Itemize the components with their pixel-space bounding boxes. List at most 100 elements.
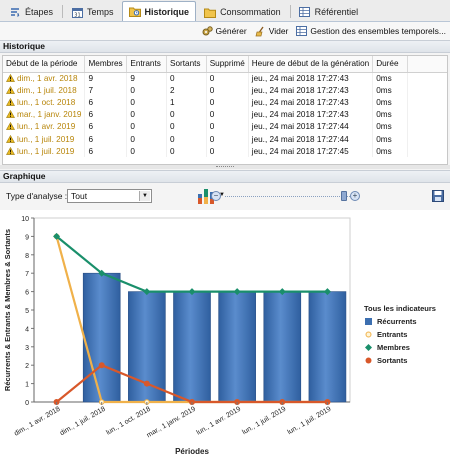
table-cell: 0 <box>206 145 249 158</box>
table-cell: 6 <box>84 120 128 133</box>
table-cell: jeu., 24 mai 2018 17:27:44 <box>248 132 374 146</box>
table-cell: 0 <box>166 72 207 85</box>
table-cell: 9 <box>84 72 128 85</box>
panel-splitter[interactable] <box>0 165 450 169</box>
column-header[interactable]: Début de la période <box>3 56 86 73</box>
table-cell-filler <box>408 133 447 145</box>
zoom-slider-handle[interactable] <box>341 191 347 201</box>
zoom-out-button[interactable]: − <box>211 191 221 201</box>
table-cell-filler <box>408 96 447 108</box>
tab-etapes[interactable]: Étapes <box>2 2 60 21</box>
column-header[interactable]: Entrants <box>126 56 168 73</box>
tab-label: Référentiel <box>314 7 359 17</box>
warning-icon <box>6 73 15 82</box>
point-membres <box>278 288 286 296</box>
x-tick-label: lun., 1 juil. 2019 <box>241 406 287 437</box>
table-cell-filler <box>408 72 447 84</box>
analysis-type-select[interactable]: Tout ▼ <box>67 189 152 203</box>
period-text: lun., 1 oct. 2018 <box>17 97 76 107</box>
historique-section-header: Historique <box>0 40 450 53</box>
table-row[interactable]: lun., 1 juil. 2019 6 0 0 0 jeu., 24 mai 2018 … <box>3 132 447 146</box>
table-icon <box>299 6 311 18</box>
bar-recurrents <box>308 291 347 403</box>
warning-icon <box>6 85 15 94</box>
zoom-in-button[interactable]: + <box>350 191 360 201</box>
chart-area: 0 1 2 3 4 5 6 7 8 9 10 dim., 1 avr. 2018 dim., 1 jui… <box>0 210 450 461</box>
table-cell: jeu., 24 mai 2018 17:27:43 <box>248 108 374 121</box>
tab-historique[interactable]: Historique <box>121 1 197 21</box>
period-text: mar., 1 janv. 2019 <box>17 110 82 120</box>
column-header[interactable]: Sortants <box>166 56 207 73</box>
y-tick-label: 3 <box>25 345 29 352</box>
y-tick-label: 1 <box>25 382 29 389</box>
table-cell: 6 <box>84 108 128 121</box>
table-cell: 0 <box>126 84 168 97</box>
warning-icon <box>6 110 15 118</box>
table-cell: 6 <box>84 96 128 109</box>
period-text: lun., 1 avr. 2019 <box>17 122 76 132</box>
x-axis-title: Périodes <box>175 447 209 456</box>
table-cell: 0ms <box>372 120 409 133</box>
x-tick-label: lun., 1 juil. 2019 <box>286 406 332 437</box>
tab-consommation[interactable]: Consommation <box>197 2 288 21</box>
legend-title: Tous les indicateurs <box>364 304 436 313</box>
table-cell: 0 <box>206 84 249 97</box>
table-cell: 0 <box>206 96 249 109</box>
tab-label: Étapes <box>25 7 54 17</box>
column-header[interactable]: Durée <box>372 56 409 73</box>
analysis-type-value: Tout <box>71 191 88 201</box>
tab-separator <box>62 5 64 18</box>
tab-referentiel[interactable]: Référentiel <box>292 2 366 21</box>
column-header[interactable]: Membres <box>84 56 128 73</box>
tab-temps[interactable]: 31 Temps <box>64 2 121 21</box>
legend-label: Sortants <box>377 356 407 365</box>
manage-temporal-sets-button[interactable]: Gestion des ensembles temporels... <box>296 26 446 37</box>
x-tick-label: dim., 1 avr. 2018 <box>13 406 61 438</box>
generate-button[interactable]: Générer <box>202 25 247 37</box>
table-cell: 0 <box>166 108 207 121</box>
table-row[interactable]: dim., 1 juil. 2018 7 0 2 0 jeu., 24 mai 2018 … <box>3 84 447 97</box>
period-cell: dim., 1 avr. 2018 <box>3 72 86 85</box>
folder-history-icon <box>128 6 141 18</box>
table-cell: 0 <box>166 120 207 133</box>
table-icon <box>296 26 308 37</box>
table-row[interactable]: dim., 1 avr. 2018 9 9 0 0 jeu., 24 mai 2018 1… <box>3 72 447 85</box>
period-text: lun., 1 juil. 2019 <box>17 146 75 156</box>
table-row[interactable]: lun., 1 juil. 2019 6 0 0 0 jeu., 24 mai 2018 … <box>3 145 447 158</box>
table-cell: 9 <box>126 72 168 85</box>
table-row[interactable]: lun., 1 oct. 2018 6 0 1 0 jeu., 24 mai 2018 1… <box>3 96 447 109</box>
splitter-grip[interactable] <box>216 166 234 168</box>
clear-button[interactable]: Vider <box>255 26 288 37</box>
table-row[interactable]: lun., 1 avr. 2019 6 0 0 0 jeu., 24 mai 2018 1… <box>3 120 447 133</box>
table-cell: 0 <box>126 145 168 158</box>
period-text: dim., 1 juil. 2018 <box>17 85 77 95</box>
column-header[interactable]: Heure de début de la génération <box>248 56 374 73</box>
column-header-filler <box>407 56 447 73</box>
warning-icon <box>6 134 15 143</box>
table-cell: jeu., 24 mai 2018 17:27:43 <box>248 96 374 109</box>
y-tick-label: 6 <box>25 290 29 297</box>
tab-bar: Étapes 31 Temps Historique Consommation … <box>0 0 450 22</box>
table-cell: 1 <box>166 96 207 109</box>
point-membres <box>233 288 241 296</box>
zoom-slider-track[interactable] <box>225 196 350 197</box>
table-cell-filler <box>408 109 447 121</box>
table-row[interactable]: mar., 1 janv. 2019 6 0 0 0 jeu., 24 mai 2018 … <box>3 108 447 121</box>
table-cell: jeu., 24 mai 2018 17:27:45 <box>248 145 374 158</box>
tab-separator <box>289 5 291 18</box>
column-header[interactable]: Supprimé <box>206 56 249 73</box>
table-cell: 7 <box>84 84 128 97</box>
bar-recurrents <box>82 272 121 403</box>
point-membres <box>143 288 151 296</box>
table-cell: 0 <box>126 108 168 121</box>
period-text: lun., 1 juil. 2019 <box>17 134 75 144</box>
period-cell: lun., 1 juil. 2019 <box>3 132 86 146</box>
save-chart-button[interactable] <box>432 190 444 202</box>
table-header-row: Début de la période Membres Entrants Sor… <box>3 56 447 73</box>
x-tick-label: lun., 1 avr. 2019 <box>195 406 242 437</box>
table-cell: 0 <box>206 72 249 85</box>
historique-table-container: Début de la période Membres Entrants Sor… <box>2 55 448 165</box>
table-cell: jeu., 24 mai 2018 17:27:44 <box>248 120 374 133</box>
bar-recurrents <box>218 291 256 403</box>
period-cell: lun., 1 oct. 2018 <box>3 96 86 109</box>
